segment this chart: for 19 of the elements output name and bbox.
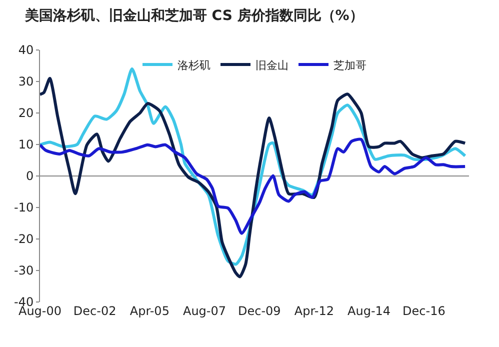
y-tick-label: 0 — [26, 169, 34, 184]
legend-label: 旧金山 — [256, 58, 288, 72]
y-tick-label: 40 — [18, 43, 34, 58]
y-tick-label: 30 — [18, 74, 34, 89]
legend-label: 芝加哥 — [334, 58, 366, 72]
y-tick-label: 10 — [18, 138, 34, 152]
x-tick-label: Apr-05 — [130, 304, 170, 318]
legend-label: 洛杉矶 — [178, 58, 210, 72]
y-tick-label: -30 — [14, 264, 34, 278]
x-tick-label: Aug-07 — [182, 304, 226, 318]
y-tick-label: -10 — [14, 200, 34, 215]
y-tick-label: -20 — [14, 232, 34, 246]
chart-title: 美国洛杉矶、旧金山和芝加哥 CS 房价指数同比（%） — [24, 7, 364, 24]
x-tick-label: Aug-14 — [348, 304, 391, 318]
x-tick-label: Apr-12 — [294, 304, 334, 318]
y-tick-label: 20 — [18, 106, 34, 120]
x-tick-label: Dec-02 — [73, 304, 116, 318]
x-tick-label: Dec-16 — [402, 304, 446, 318]
x-tick-label: Dec-09 — [238, 304, 281, 318]
